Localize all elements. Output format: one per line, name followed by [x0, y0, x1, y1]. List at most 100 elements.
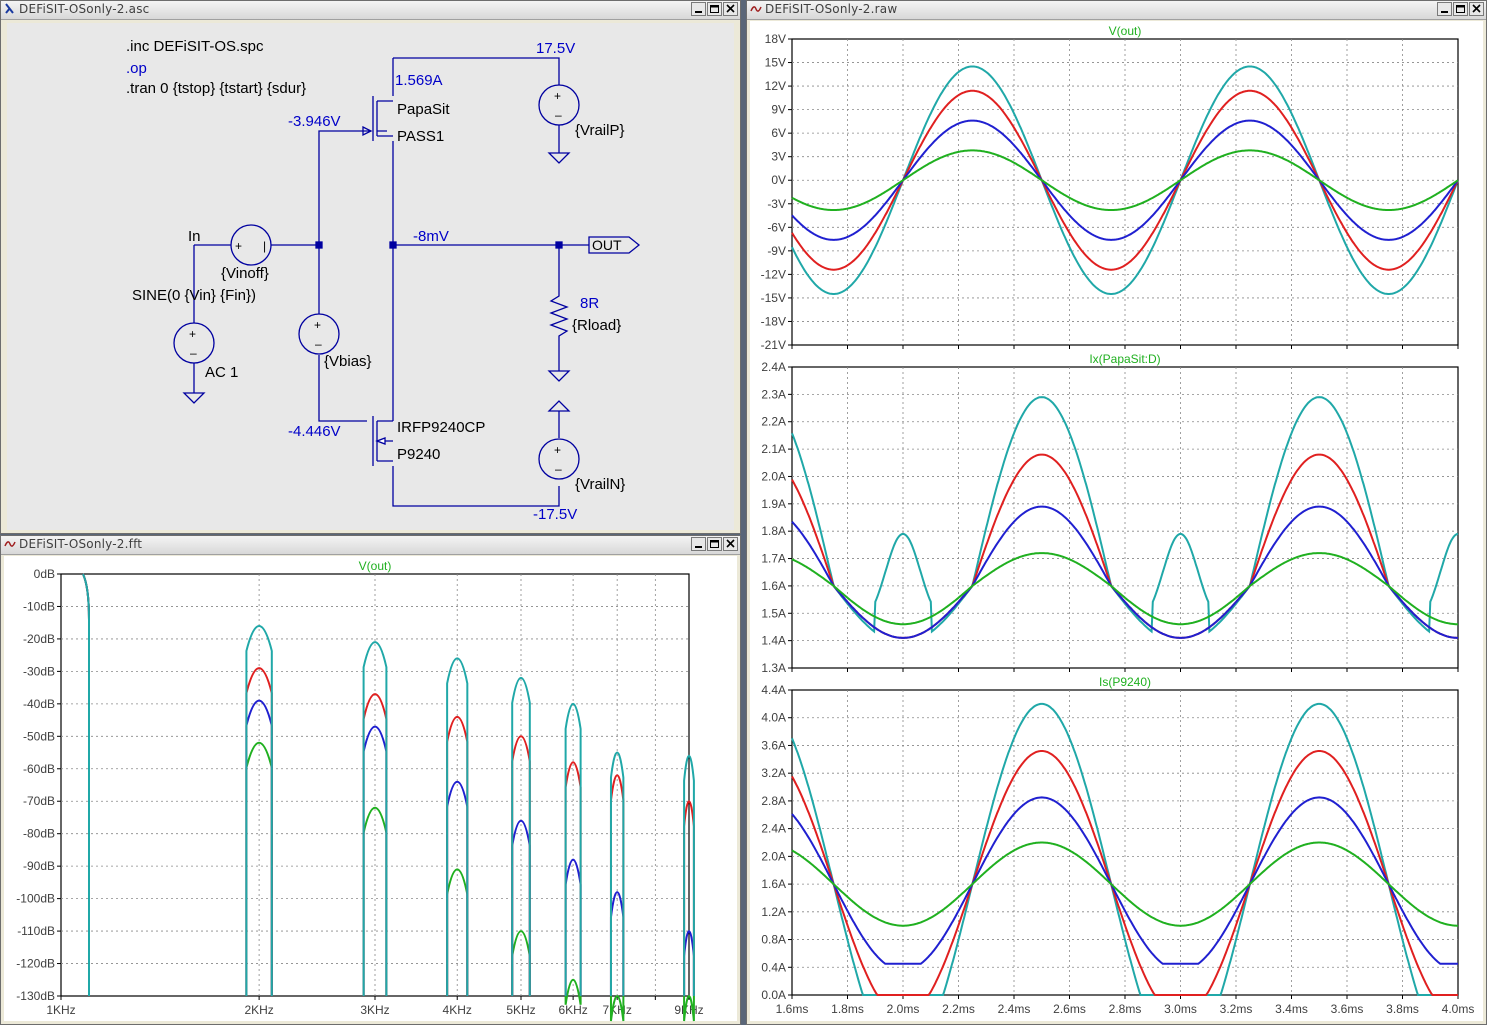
y-tick-label: 1.8A [761, 524, 786, 538]
x-tick-label: 3.2ms [1220, 1002, 1253, 1016]
minimize-button[interactable] [1437, 2, 1452, 16]
maximize-button[interactable] [707, 2, 722, 16]
schematic-titlebar[interactable]: DEFiSIT-OSonly-2.asc [1, 1, 740, 20]
trace-green [791, 552, 1458, 626]
op-vg1: -3.946V [288, 113, 341, 130]
x-tick-label: 3.6ms [1331, 1002, 1364, 1016]
y-tick-label: -9V [767, 244, 786, 258]
x-tick-label: 2.6ms [1053, 1002, 1086, 1016]
y-tick-label: 1.3A [761, 661, 786, 675]
svg-text:–: – [315, 337, 322, 351]
close-button[interactable] [723, 537, 738, 551]
label-sine[interactable]: SINE(0 {Vin} {Fin}) [132, 287, 256, 304]
y-tick-label: -50dB [23, 729, 55, 743]
x-tick-label: 4KHz [443, 1003, 472, 1017]
y-tick-label: 2.0A [761, 469, 786, 483]
y-tick-label: 0dB [34, 567, 55, 581]
x-tick-label: 2.8ms [1109, 1002, 1142, 1016]
y-tick-label: -21V [761, 338, 786, 352]
y-tick-label: -30dB [23, 664, 55, 678]
y-tick-label: 4.4A [761, 683, 786, 697]
y-tick-label: -10dB [23, 599, 55, 613]
directive-tran[interactable]: .tran 0 {tstop} {tstart} {sdur} [126, 80, 307, 97]
trace-green [791, 149, 1459, 211]
schematic-canvas[interactable]: + | + – + – + – + – .inc DEFiSIT-OS.spc .op .… [7, 23, 734, 530]
minimize-button[interactable] [691, 537, 706, 551]
y-tick-label: -40dB [23, 697, 55, 711]
trace-green [791, 841, 1458, 927]
harmonic-trace-cyan [82, 573, 695, 996]
y-tick-label: 18V [765, 32, 786, 46]
y-tick-label: 3.2A [761, 766, 786, 780]
y-tick-label: 6V [771, 126, 786, 140]
waveform-icon [4, 541, 16, 547]
schematic-window[interactable]: DEFiSIT-OSonly-2.asc [0, 0, 741, 534]
directive-op[interactable]: .op [126, 60, 147, 77]
label-pass1[interactable]: PASS1 [397, 128, 445, 145]
x-tick-label: 3KHz [360, 1003, 389, 1017]
label-out[interactable]: OUT [592, 237, 622, 253]
label-ac[interactable]: AC 1 [205, 364, 239, 381]
x-tick-label: 9KHz [674, 1003, 703, 1017]
y-tick-label: 1.7A [761, 552, 786, 566]
y-tick-label: -110dB [17, 924, 55, 938]
y-tick-label: 2.3A [761, 387, 786, 401]
waveform-window[interactable]: DEFiSIT-OSonly-2.raw 18V 15V 12V 9V 6V 3V 0V -3… [746, 0, 1487, 1025]
x-tick-label: 3.0ms [1164, 1002, 1197, 1016]
op-ip: 1.569A [395, 72, 443, 89]
y-tick-label: 0.4A [761, 960, 786, 974]
fft-title: DEFiSIT-OSonly-2.fft [19, 537, 143, 551]
maximize-button[interactable] [707, 537, 722, 551]
y-tick-label: 1.6A [761, 579, 786, 593]
label-rload[interactable]: {Rload} [572, 317, 622, 334]
y-tick-label: 0.0A [761, 988, 786, 1002]
waveform-plot-area[interactable]: 18V 15V 12V 9V 6V 3V 0V -3V -6V -9V -12V -15V -18V -2… [750, 21, 1483, 1021]
y-tick-label: 3.6A [761, 738, 786, 752]
minimize-button[interactable] [691, 2, 706, 16]
y-tick-label: 2.4A [761, 822, 786, 836]
y-tick-label: -80dB [23, 827, 55, 841]
x-tick-label: 2.0ms [887, 1002, 920, 1016]
x-tick-label: 2.4ms [998, 1002, 1031, 1016]
svg-text:+: + [554, 443, 561, 457]
y-tick-label: -120dB [16, 957, 55, 971]
x-tick-label: 3.8ms [1386, 1002, 1419, 1016]
waveform-icon [750, 6, 762, 12]
maximize-button[interactable] [1453, 2, 1468, 16]
label-vrailp[interactable]: {VrailP} [575, 122, 625, 139]
x-tick-label: 1KHz [46, 1003, 75, 1017]
y-tick-label: 1.6A [761, 877, 786, 891]
y-tick-label: -3V [767, 197, 786, 211]
fft-plot-area[interactable]: 0dB -10dB -20dB -30dB -40dB -50dB -60dB -70dB -8… [4, 556, 737, 1022]
y-tick-label: -15V [761, 291, 786, 305]
y-tick-label: 1.9A [761, 497, 786, 511]
svg-text:+: + [554, 89, 561, 103]
directive-inc[interactable]: .inc DEFiSIT-OS.spc [126, 38, 264, 55]
y-tick-label: 2.1A [761, 442, 786, 456]
label-papasit[interactable]: PapaSit [397, 101, 450, 118]
fft-window[interactable]: DEFiSIT-OSonly-2.fft 0dB -10dB -20dB -30dB -… [0, 535, 741, 1025]
y-tick-label: 3V [771, 150, 786, 164]
y-tick-label: 2.4A [761, 360, 786, 374]
x-tick-label: 2.2ms [942, 1002, 975, 1016]
y-tick-label: 9V [771, 103, 786, 117]
label-vinoff[interactable]: {Vinoff} [221, 265, 269, 282]
close-button[interactable] [1469, 2, 1484, 16]
y-tick-label: -12V [761, 267, 786, 281]
y-tick-label: 1.5A [761, 606, 786, 620]
fft-pane: 0dB -10dB -20dB -30dB -40dB -50dB -60dB -70dB -8… [16, 559, 704, 1022]
label-8r[interactable]: 8R [580, 295, 600, 312]
label-irfp[interactable]: IRFP9240CP [397, 419, 486, 436]
y-tick-label: 1.2A [761, 905, 786, 919]
waveform-titlebar[interactable]: DEFiSIT-OSonly-2.raw [747, 1, 1486, 20]
fft-titlebar[interactable]: DEFiSIT-OSonly-2.fft [1, 536, 740, 555]
label-vbias[interactable]: {Vbias} [324, 353, 372, 370]
y-tick-label: 2.0A [761, 849, 786, 863]
trace-title: Is(P9240) [1099, 675, 1151, 689]
x-tick-label: 7KHz [602, 1003, 631, 1017]
label-vrailn[interactable]: {VrailN} [575, 476, 626, 493]
y-tick-label: 0V [771, 173, 786, 187]
svg-text:–: – [555, 108, 562, 122]
label-p9240[interactable]: P9240 [397, 446, 441, 463]
close-button[interactable] [723, 2, 738, 16]
